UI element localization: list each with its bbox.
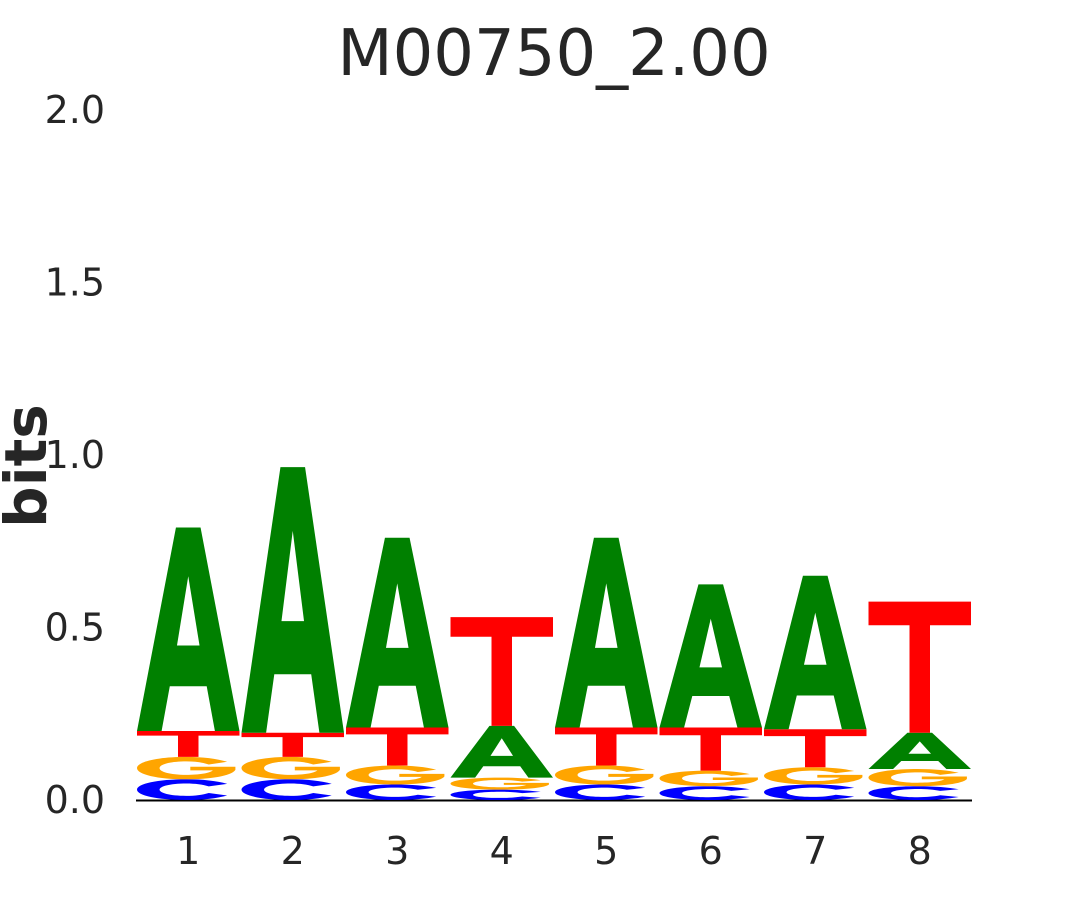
logo-letter-C-pos3 [346,784,437,800]
x-tick-label: 3 [385,829,409,873]
logo-letter-T-pos1 [137,731,240,757]
logo-letter-C-pos6 [659,786,750,800]
logo-letter-G-pos4 [450,777,549,790]
logo-letter-G-pos1 [137,756,236,780]
y-tick-label: 1.5 [45,261,105,305]
chart-title: M00750_2.00 [337,17,771,91]
logo-letter-T-pos4 [450,617,553,726]
x-tick-label: 4 [490,829,514,873]
logo-letter-A-pos1 [137,527,240,731]
logo-letter-T-pos7 [764,729,867,768]
y-tick-label: 0.0 [45,778,105,822]
logo-letter-T-pos2 [241,732,344,757]
logo-letter-T-pos5 [555,727,658,766]
logo-letter-A-pos3 [346,537,449,728]
x-tick-label: 1 [176,829,200,873]
logo-letter-C-pos8 [868,786,959,800]
x-tick-label: 2 [281,829,305,873]
logo-letter-C-pos1 [137,779,228,800]
logo-letter-G-pos2 [241,756,340,780]
logo-letter-C-pos7 [764,784,855,800]
x-tick-label: 7 [803,829,827,873]
logo-letter-A-pos8 [868,732,971,769]
logo-letter-C-pos2 [241,779,332,800]
logo-letter-A-pos2 [241,467,344,733]
y-tick-label: 2.0 [45,88,105,132]
x-tick-label: 5 [594,829,618,873]
logo-letter-A-pos7 [764,575,867,730]
x-tick-label: 6 [699,829,723,873]
y-tick-label: 1.0 [45,433,105,477]
logo-letter-C-pos5 [555,784,646,800]
logo-letter-A-pos6 [659,584,762,728]
logo-letter-G-pos7 [764,767,863,785]
logo-letter-G-pos3 [346,765,445,785]
logo-letter-T-pos3 [346,727,449,766]
logo-letter-G-pos5 [555,765,654,785]
logo-letter-A-pos4 [450,725,553,778]
logo-letter-C-pos4 [450,789,541,800]
logo-letter-G-pos6 [659,770,758,787]
y-tick-label: 0.5 [45,606,105,650]
logo-letter-T-pos6 [659,727,762,771]
logo-letter-A-pos5 [555,537,658,728]
x-tick-label: 8 [908,829,932,873]
logo-letter-T-pos8 [868,601,971,733]
logo-letter-G-pos8 [868,768,967,787]
